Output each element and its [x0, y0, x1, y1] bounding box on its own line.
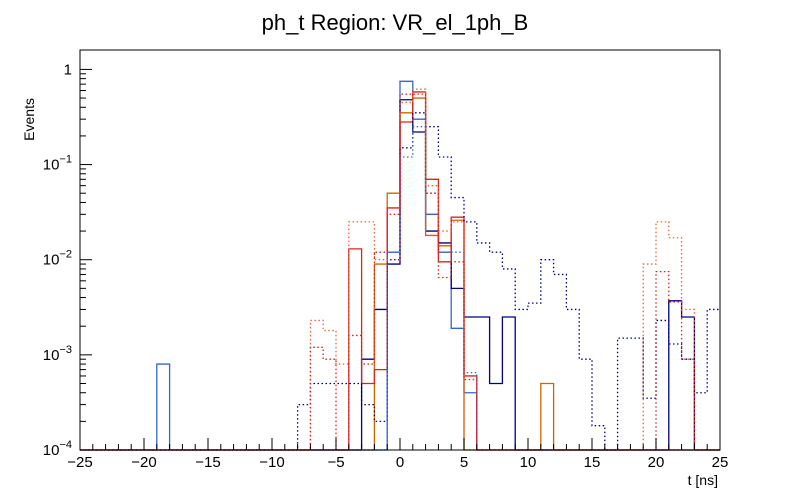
y-tick-label: 1: [64, 61, 72, 78]
y-tick-label: 10−3: [43, 344, 72, 364]
x-tick-label: −20: [131, 454, 156, 471]
y-tick-label: 10−4: [43, 439, 72, 459]
x-tick-label: 25: [712, 454, 729, 471]
series-3-solid-line: [80, 91, 720, 451]
x-tick-label: 10: [520, 454, 537, 471]
x-tick-label: 20: [648, 454, 665, 471]
x-tick-label: 15: [584, 454, 601, 471]
y-tick-label: 10−1: [43, 154, 72, 174]
chart-title: ph_t Region: VR_el_1ph_B: [262, 10, 529, 35]
y-axis-label: Events: [21, 98, 37, 141]
x-tick-label: −5: [327, 454, 344, 471]
x-tick-label: 5: [460, 454, 468, 471]
axes-layer: −25 −20 −15 −10 −5 0 5 10 15 20 25 1 10−1 10−2 10−3 10−…: [43, 61, 729, 471]
x-tick-label: −25: [67, 454, 92, 471]
x-tick-label: 0: [396, 454, 404, 471]
x-tick-label: −10: [259, 454, 284, 471]
series-7-dotted-line: [80, 93, 720, 451]
x-axis-label: t [ns]: [688, 472, 718, 488]
x-tick-label: −15: [195, 454, 220, 471]
series-layer: [80, 80, 720, 451]
y-tick-label: 10−2: [43, 249, 72, 269]
